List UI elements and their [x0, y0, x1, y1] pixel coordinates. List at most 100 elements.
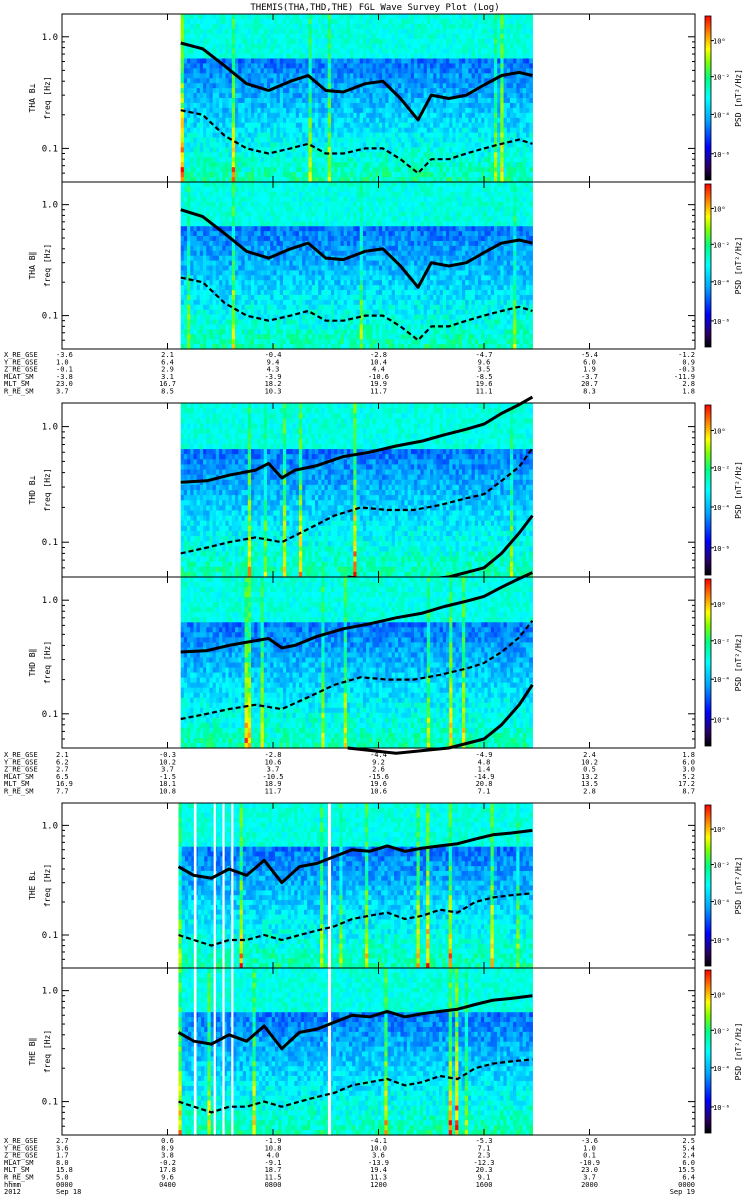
spectrogram-cell [273, 132, 278, 139]
spectrogram-cell [241, 172, 246, 178]
spectrogram-cell [193, 127, 198, 134]
spectrogram-cell [257, 73, 262, 79]
spectrogram-cell [267, 137, 271, 144]
colorbar-tick-label: 10⁻⁶ [713, 151, 730, 159]
spectrogram-cell [279, 73, 284, 79]
spectrogram-cell [231, 48, 236, 55]
spectrogram-cell [279, 112, 284, 119]
colorbar-label: PSD [nT²/Hz] [734, 69, 743, 127]
spectrogram-cell [276, 88, 281, 94]
spectrogram-cell [199, 53, 204, 60]
spectrogram-cell [257, 58, 262, 65]
spectrogram-cell [238, 142, 243, 149]
spectrogram-cell [282, 48, 287, 55]
spectrogram-cell [222, 48, 227, 55]
spectrogram-cell [267, 157, 271, 163]
spectrogram-cell [529, 23, 533, 30]
spectrogram-cell [260, 68, 265, 74]
spectrogram-cell [282, 73, 287, 79]
spectrogram-cell [183, 73, 188, 79]
spectrogram-cell [241, 63, 246, 69]
spectrogram-cell [267, 33, 271, 40]
spectrogram-cell [529, 28, 533, 35]
spectrogram-cell [241, 28, 246, 35]
spectrogram-cell [241, 127, 246, 134]
spectrogram-cell [244, 167, 249, 173]
spectrogram-cell [251, 68, 255, 74]
spectrogram-cell [222, 33, 227, 40]
spectrogram-cell [279, 117, 284, 124]
spectrogram-cell [254, 172, 259, 178]
spectrogram-cell [203, 127, 207, 134]
spectrogram-cell [270, 33, 274, 40]
spectrogram-cell [263, 73, 268, 79]
spectrogram-cell [282, 88, 287, 94]
spectrogram-cell [260, 137, 265, 144]
spectrogram-cell [206, 28, 211, 35]
spectrogram-cell [286, 28, 290, 35]
spectrogram-cell [212, 152, 217, 158]
spectrogram-cell [219, 14, 223, 20]
spectrogram-cell [270, 53, 274, 60]
spectrogram-cell [279, 33, 284, 40]
spectrogram-cell [241, 157, 246, 163]
spectrogram-cell [219, 68, 223, 74]
spectrogram-cell [190, 93, 195, 99]
spectrogram-cell [267, 167, 271, 173]
spectrogram-cell [219, 107, 223, 114]
spectrogram-cell [225, 137, 230, 144]
spectrogram-cell [187, 14, 191, 20]
spectrogram-cell [279, 107, 284, 114]
spectrogram-cell [251, 137, 255, 144]
spectrogram-cell [257, 172, 262, 178]
spectrogram-cell [190, 102, 195, 109]
spectrogram-cell [212, 132, 217, 139]
spectrogram-cell [215, 122, 220, 129]
figure-title: THEMIS(THA,THD,THE) FGL Wave Survey Plot… [250, 3, 499, 13]
spectrogram-cell [219, 162, 223, 168]
spectrogram-cell [244, 43, 249, 50]
spectrogram-cell [238, 53, 243, 60]
spectrogram-cell [183, 38, 188, 45]
spectrogram-cell [228, 83, 233, 89]
spectrogram-cell [263, 117, 268, 124]
spectrogram-cell [251, 167, 255, 173]
spectrogram-cell [180, 172, 185, 178]
spectrogram-cell [183, 83, 188, 89]
spectrogram-cell [279, 127, 284, 134]
spectrogram-cell [222, 117, 227, 124]
spectrogram-cell [273, 58, 278, 65]
spectrogram-cell [244, 122, 249, 129]
spectrogram-cell [282, 162, 287, 168]
spectrogram-cell [215, 48, 220, 55]
spectrogram-cell [203, 98, 207, 104]
spectrogram-cell [190, 177, 195, 183]
spectrogram-cell [276, 177, 281, 183]
spectrogram-cell [235, 122, 239, 129]
spectrogram-cell [222, 14, 227, 20]
spectrogram-cell [219, 78, 223, 84]
spectrogram-cell [190, 98, 195, 104]
spectrogram-cell [238, 58, 243, 65]
spectrogram-cell [254, 18, 259, 25]
spectrogram-cell [193, 157, 198, 163]
spectrogram-cell [209, 73, 214, 79]
spectrogram-cell [206, 162, 211, 168]
spectrogram-cell [260, 93, 265, 99]
spectrogram-cell [206, 93, 211, 99]
spectrogram-cell [180, 132, 185, 139]
spectrogram-cell [209, 107, 214, 114]
spectrogram-cell [183, 28, 188, 35]
spectrogram-cell [257, 14, 262, 20]
spectrogram-cell [244, 63, 249, 69]
spectrogram-cell [279, 68, 284, 74]
spectrogram-cell [215, 112, 220, 119]
spectrogram-cell [212, 93, 217, 99]
spectrogram-cell [251, 38, 255, 45]
spectrogram-cell [276, 28, 281, 35]
spectrogram-cell [196, 48, 201, 55]
spectrogram-cell [228, 167, 233, 173]
spectrogram-cell [235, 127, 239, 134]
spectrogram-cell [286, 48, 290, 55]
